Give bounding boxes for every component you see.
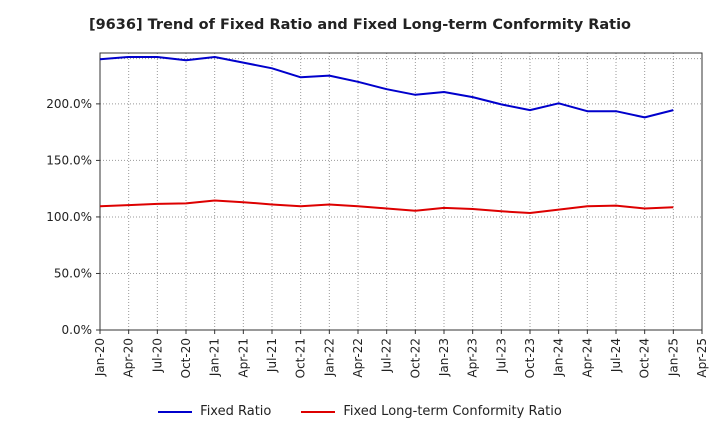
x-tick-label: Jul-21 [265, 338, 279, 373]
series-line-fixed-long-term-conformity-ratio [99, 199, 674, 214]
legend: Fixed Ratio Fixed Long-term Conformity R… [0, 404, 720, 419]
x-tick-label: Apr-20 [122, 338, 136, 378]
x-tick-label: Jul-20 [150, 338, 164, 373]
x-tick-label: Jan-25 [666, 338, 680, 377]
axes-layer [96, 52, 703, 334]
y-tick-label: 150.0% [46, 153, 92, 167]
y-tick-label: 200.0% [46, 97, 92, 111]
y-tick-label: 50.0% [54, 266, 92, 280]
x-tick-label: Apr-22 [351, 338, 365, 378]
series-layer [99, 56, 674, 214]
x-tick-label: Oct-20 [179, 338, 193, 378]
x-tick-label: Oct-23 [523, 338, 537, 378]
plot-frame [99, 52, 703, 331]
x-tick-label: Jan-23 [437, 338, 451, 377]
series-line-fixed-ratio [99, 56, 674, 119]
y-tick-label: 100.0% [46, 210, 92, 224]
x-tick-label: Jul-23 [494, 338, 508, 373]
x-tick-label: Jan-22 [322, 338, 336, 377]
grid-layer [100, 53, 702, 330]
y-tick-label: 0.0% [62, 323, 93, 337]
x-tick-label: Apr-21 [236, 338, 250, 378]
x-tick-label: Jan-24 [552, 338, 566, 377]
x-tick-label: Jan-21 [208, 338, 222, 377]
x-tick-label: Jul-24 [609, 338, 623, 373]
legend-item-fixed-ratio: Fixed Ratio [158, 404, 271, 419]
x-tick-label: Jan-20 [93, 338, 107, 377]
x-tick-label: Apr-23 [466, 338, 480, 378]
x-tick-label: Oct-22 [408, 338, 422, 378]
x-tick-label: Apr-24 [580, 338, 594, 378]
chart-title: [9636] Trend of Fixed Ratio and Fixed Lo… [88, 17, 632, 33]
legend-item-fixed-long-term-conformity-ratio: Fixed Long-term Conformity Ratio [301, 404, 562, 419]
labels-layer: 0.0% 50.0% 100.0% 150.0% 200.0% Jan-20 Apr-20 J… [46, 97, 709, 378]
legend-swatch-fixed-long-term-conformity-ratio [301, 410, 336, 413]
x-tick-label: Jul-22 [380, 338, 394, 373]
legend-label-fixed-long-term-conformity-ratio: Fixed Long-term Conformity Ratio [343, 404, 562, 419]
x-tick-label: Oct-21 [294, 338, 308, 378]
legend-label-fixed-ratio: Fixed Ratio [200, 404, 272, 419]
x-tick-label: Apr-25 [695, 338, 709, 378]
legend-swatch-fixed-ratio [158, 410, 193, 413]
x-tick-label: Oct-24 [638, 338, 652, 378]
